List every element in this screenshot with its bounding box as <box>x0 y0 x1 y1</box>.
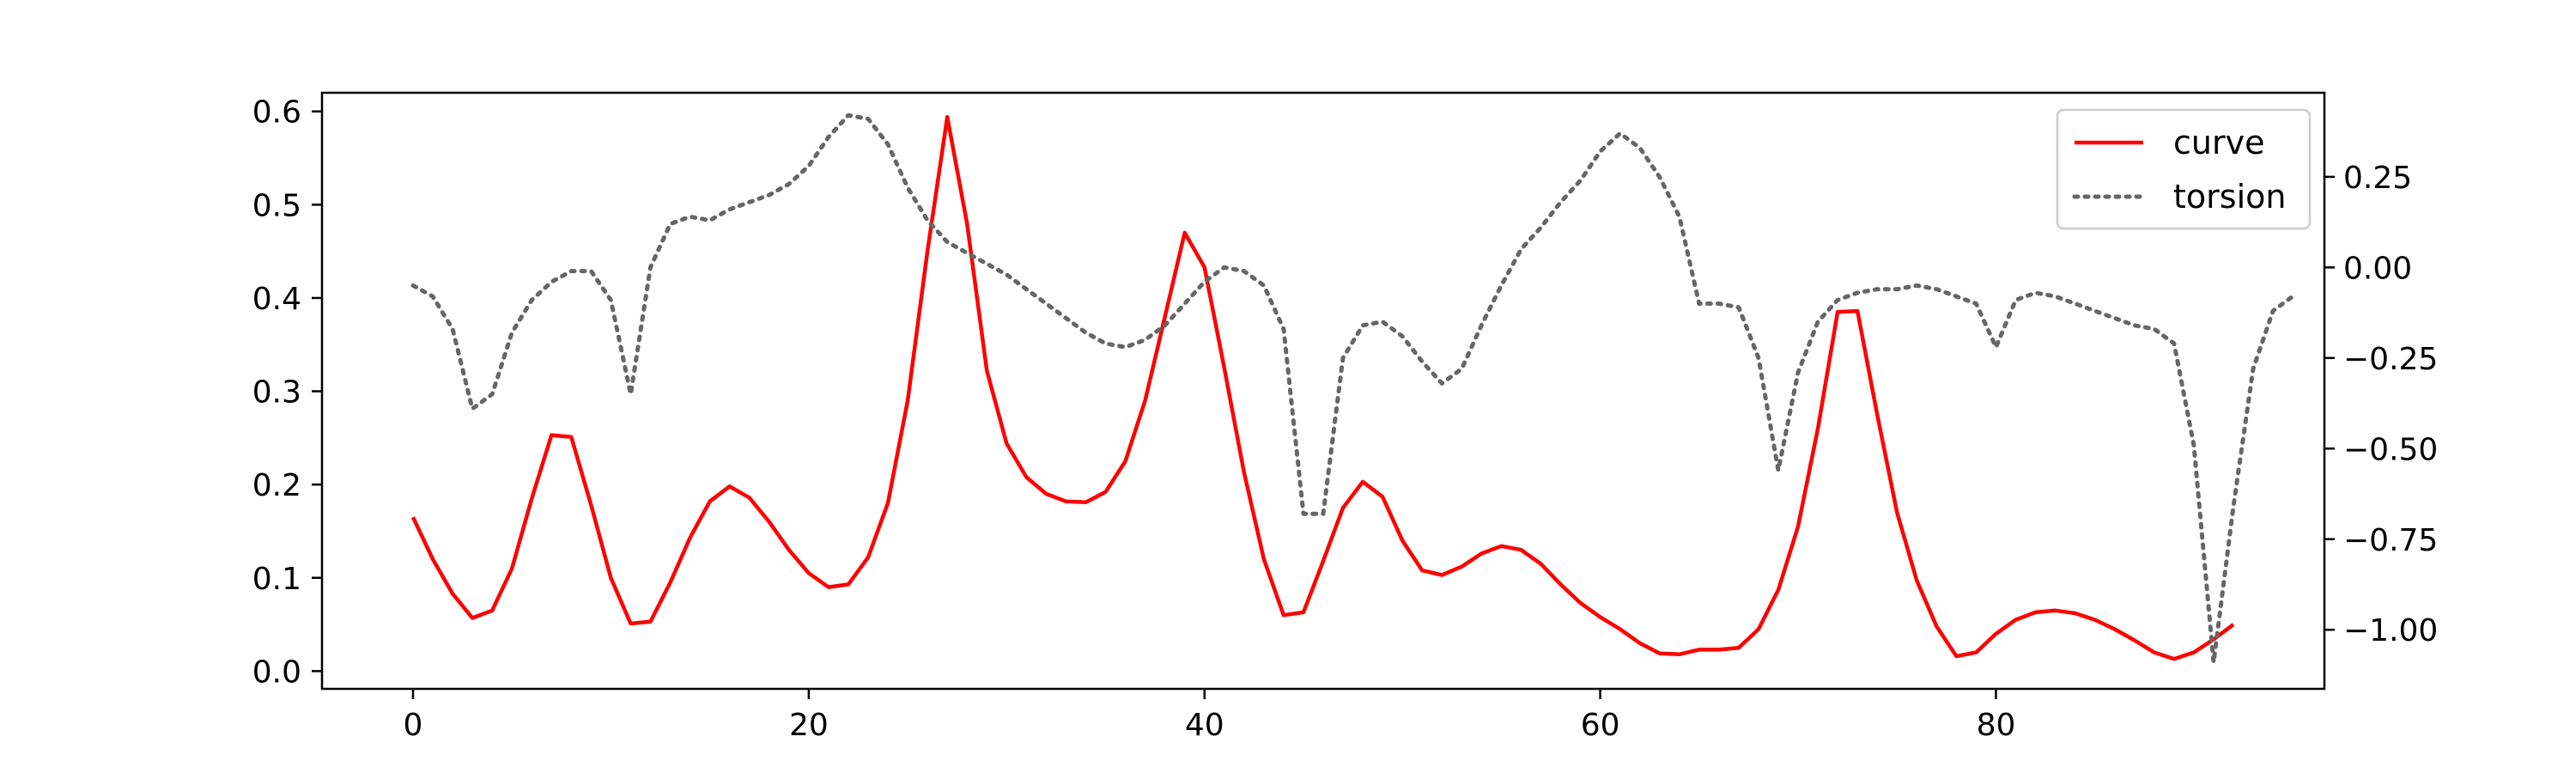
y-tick-label: 0.4 <box>252 282 301 317</box>
x-tick-label: 20 <box>789 708 829 743</box>
y-tick-label: 0.3 <box>252 375 301 411</box>
y2-tick-label: −0.75 <box>2343 523 2438 558</box>
series-layer <box>410 113 2295 665</box>
legend-label-curve: curve <box>2173 124 2264 161</box>
y-tick-label: 0.6 <box>252 95 301 131</box>
y-tick-label: 0.0 <box>252 654 301 690</box>
y-tick-label: 0.2 <box>252 468 301 503</box>
series-line-torsion <box>410 113 2295 665</box>
x-tick-label: 40 <box>1185 708 1224 743</box>
y-tick-label: 0.5 <box>252 188 301 223</box>
legend-box <box>2056 108 2312 230</box>
y-tick-label: 0.1 <box>252 562 301 597</box>
x-tick-label: 80 <box>1977 708 2016 743</box>
x-tick-label: 0 <box>404 708 423 743</box>
y2-tick-label: −0.50 <box>2343 432 2438 467</box>
axes-layer: 0 20 40 60 80 0.0 0.1 0.2 0.3 0.4 0.5 0.6 0.25 0.00 −0… <box>252 91 2438 743</box>
x-tick-label: 60 <box>1581 708 1620 743</box>
y2-tick-label: 0.00 <box>2343 251 2412 286</box>
legend: curve torsion <box>2056 108 2312 230</box>
y2-tick-label: 0.25 <box>2343 161 2412 196</box>
legend-label-torsion: torsion <box>2173 178 2286 216</box>
series-line-curve <box>410 114 2235 661</box>
plot-frame <box>320 91 2326 691</box>
y2-tick-label: −1.00 <box>2343 613 2438 648</box>
y2-tick-label: −0.25 <box>2343 342 2438 377</box>
